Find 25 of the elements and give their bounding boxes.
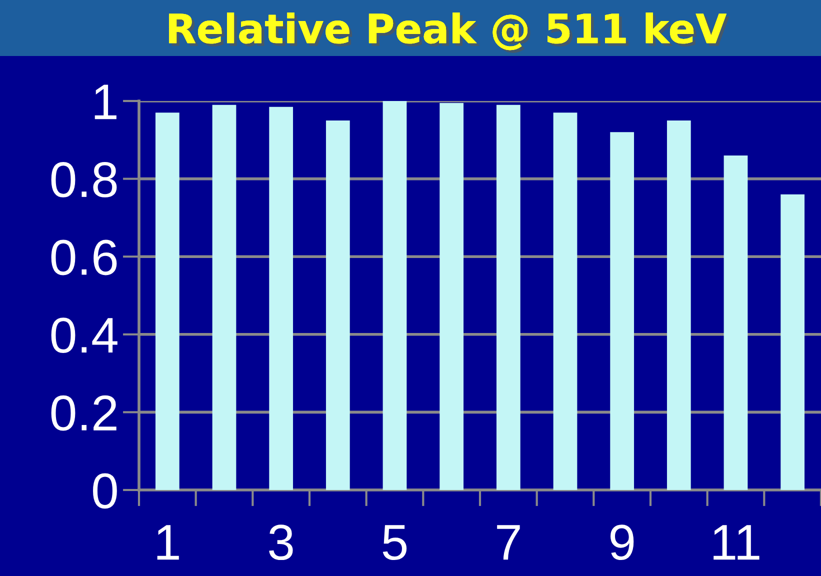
bar: [553, 112, 578, 490]
bar: [496, 104, 520, 490]
x-tick-label: 9: [610, 524, 634, 560]
bar: [212, 104, 236, 490]
bar: [326, 120, 350, 490]
y-tick-label: 0.2: [51, 395, 116, 431]
bar: [269, 106, 294, 490]
y-tick-label: 0.6: [51, 240, 117, 276]
chart-title: Relative Peak @ 511 keV: [168, 12, 730, 53]
y-tick-label: 0.4: [51, 318, 118, 354]
bar: [382, 101, 407, 490]
bar: [780, 194, 805, 490]
bar: [724, 155, 748, 490]
x-tick-label: 3: [269, 524, 293, 560]
x-tick-label: 11: [714, 525, 760, 560]
bar: [155, 112, 180, 490]
bar: [610, 132, 634, 490]
y-tick-label: 0: [93, 473, 117, 509]
x-tick-label: 1: [157, 525, 179, 560]
x-tick-label: 5: [382, 525, 407, 560]
bar: [666, 120, 691, 490]
y-tick-label: 0.8: [51, 162, 117, 198]
x-tick-label: 7: [497, 525, 520, 560]
y-tick-label: 1: [94, 84, 116, 120]
bar: [440, 102, 464, 490]
